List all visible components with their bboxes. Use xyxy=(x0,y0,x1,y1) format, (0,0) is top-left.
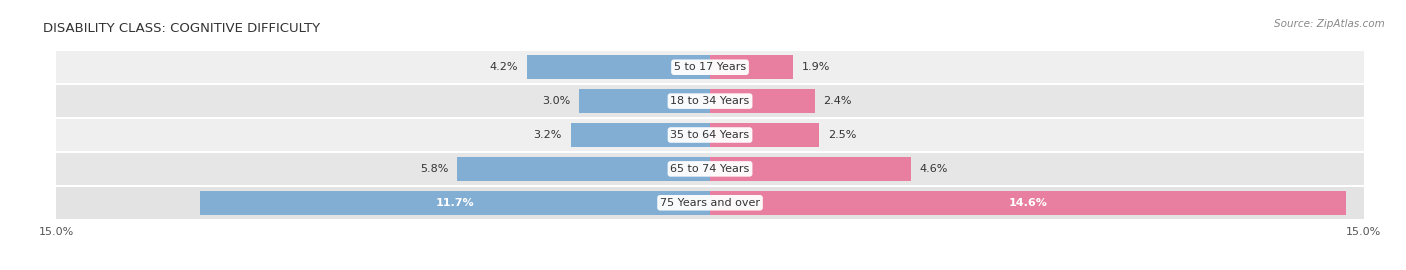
Text: Source: ZipAtlas.com: Source: ZipAtlas.com xyxy=(1274,19,1385,29)
Text: 3.2%: 3.2% xyxy=(533,130,562,140)
Bar xyxy=(710,191,1347,215)
Text: 2.4%: 2.4% xyxy=(824,96,852,106)
Bar xyxy=(457,157,710,181)
Bar xyxy=(710,157,911,181)
Bar xyxy=(710,55,793,79)
Bar xyxy=(200,191,710,215)
Bar xyxy=(710,89,814,113)
Text: 1.9%: 1.9% xyxy=(801,62,830,72)
Bar xyxy=(56,153,1364,185)
Bar xyxy=(56,187,1364,219)
Text: 65 to 74 Years: 65 to 74 Years xyxy=(671,164,749,174)
Text: 4.6%: 4.6% xyxy=(920,164,948,174)
Text: 2.5%: 2.5% xyxy=(828,130,856,140)
Bar xyxy=(710,123,818,147)
Bar xyxy=(56,51,1364,83)
Bar xyxy=(56,85,1364,117)
Text: 5.8%: 5.8% xyxy=(420,164,449,174)
Bar xyxy=(579,89,710,113)
Text: DISABILITY CLASS: COGNITIVE DIFFICULTY: DISABILITY CLASS: COGNITIVE DIFFICULTY xyxy=(44,22,321,35)
Text: 75 Years and over: 75 Years and over xyxy=(659,198,761,208)
Text: 11.7%: 11.7% xyxy=(436,198,474,208)
Text: 3.0%: 3.0% xyxy=(543,96,571,106)
Text: 4.2%: 4.2% xyxy=(489,62,519,72)
Text: 18 to 34 Years: 18 to 34 Years xyxy=(671,96,749,106)
Text: 14.6%: 14.6% xyxy=(1008,198,1047,208)
Bar xyxy=(56,119,1364,151)
Text: 35 to 64 Years: 35 to 64 Years xyxy=(671,130,749,140)
Text: 5 to 17 Years: 5 to 17 Years xyxy=(673,62,747,72)
Bar xyxy=(571,123,710,147)
Bar xyxy=(527,55,710,79)
